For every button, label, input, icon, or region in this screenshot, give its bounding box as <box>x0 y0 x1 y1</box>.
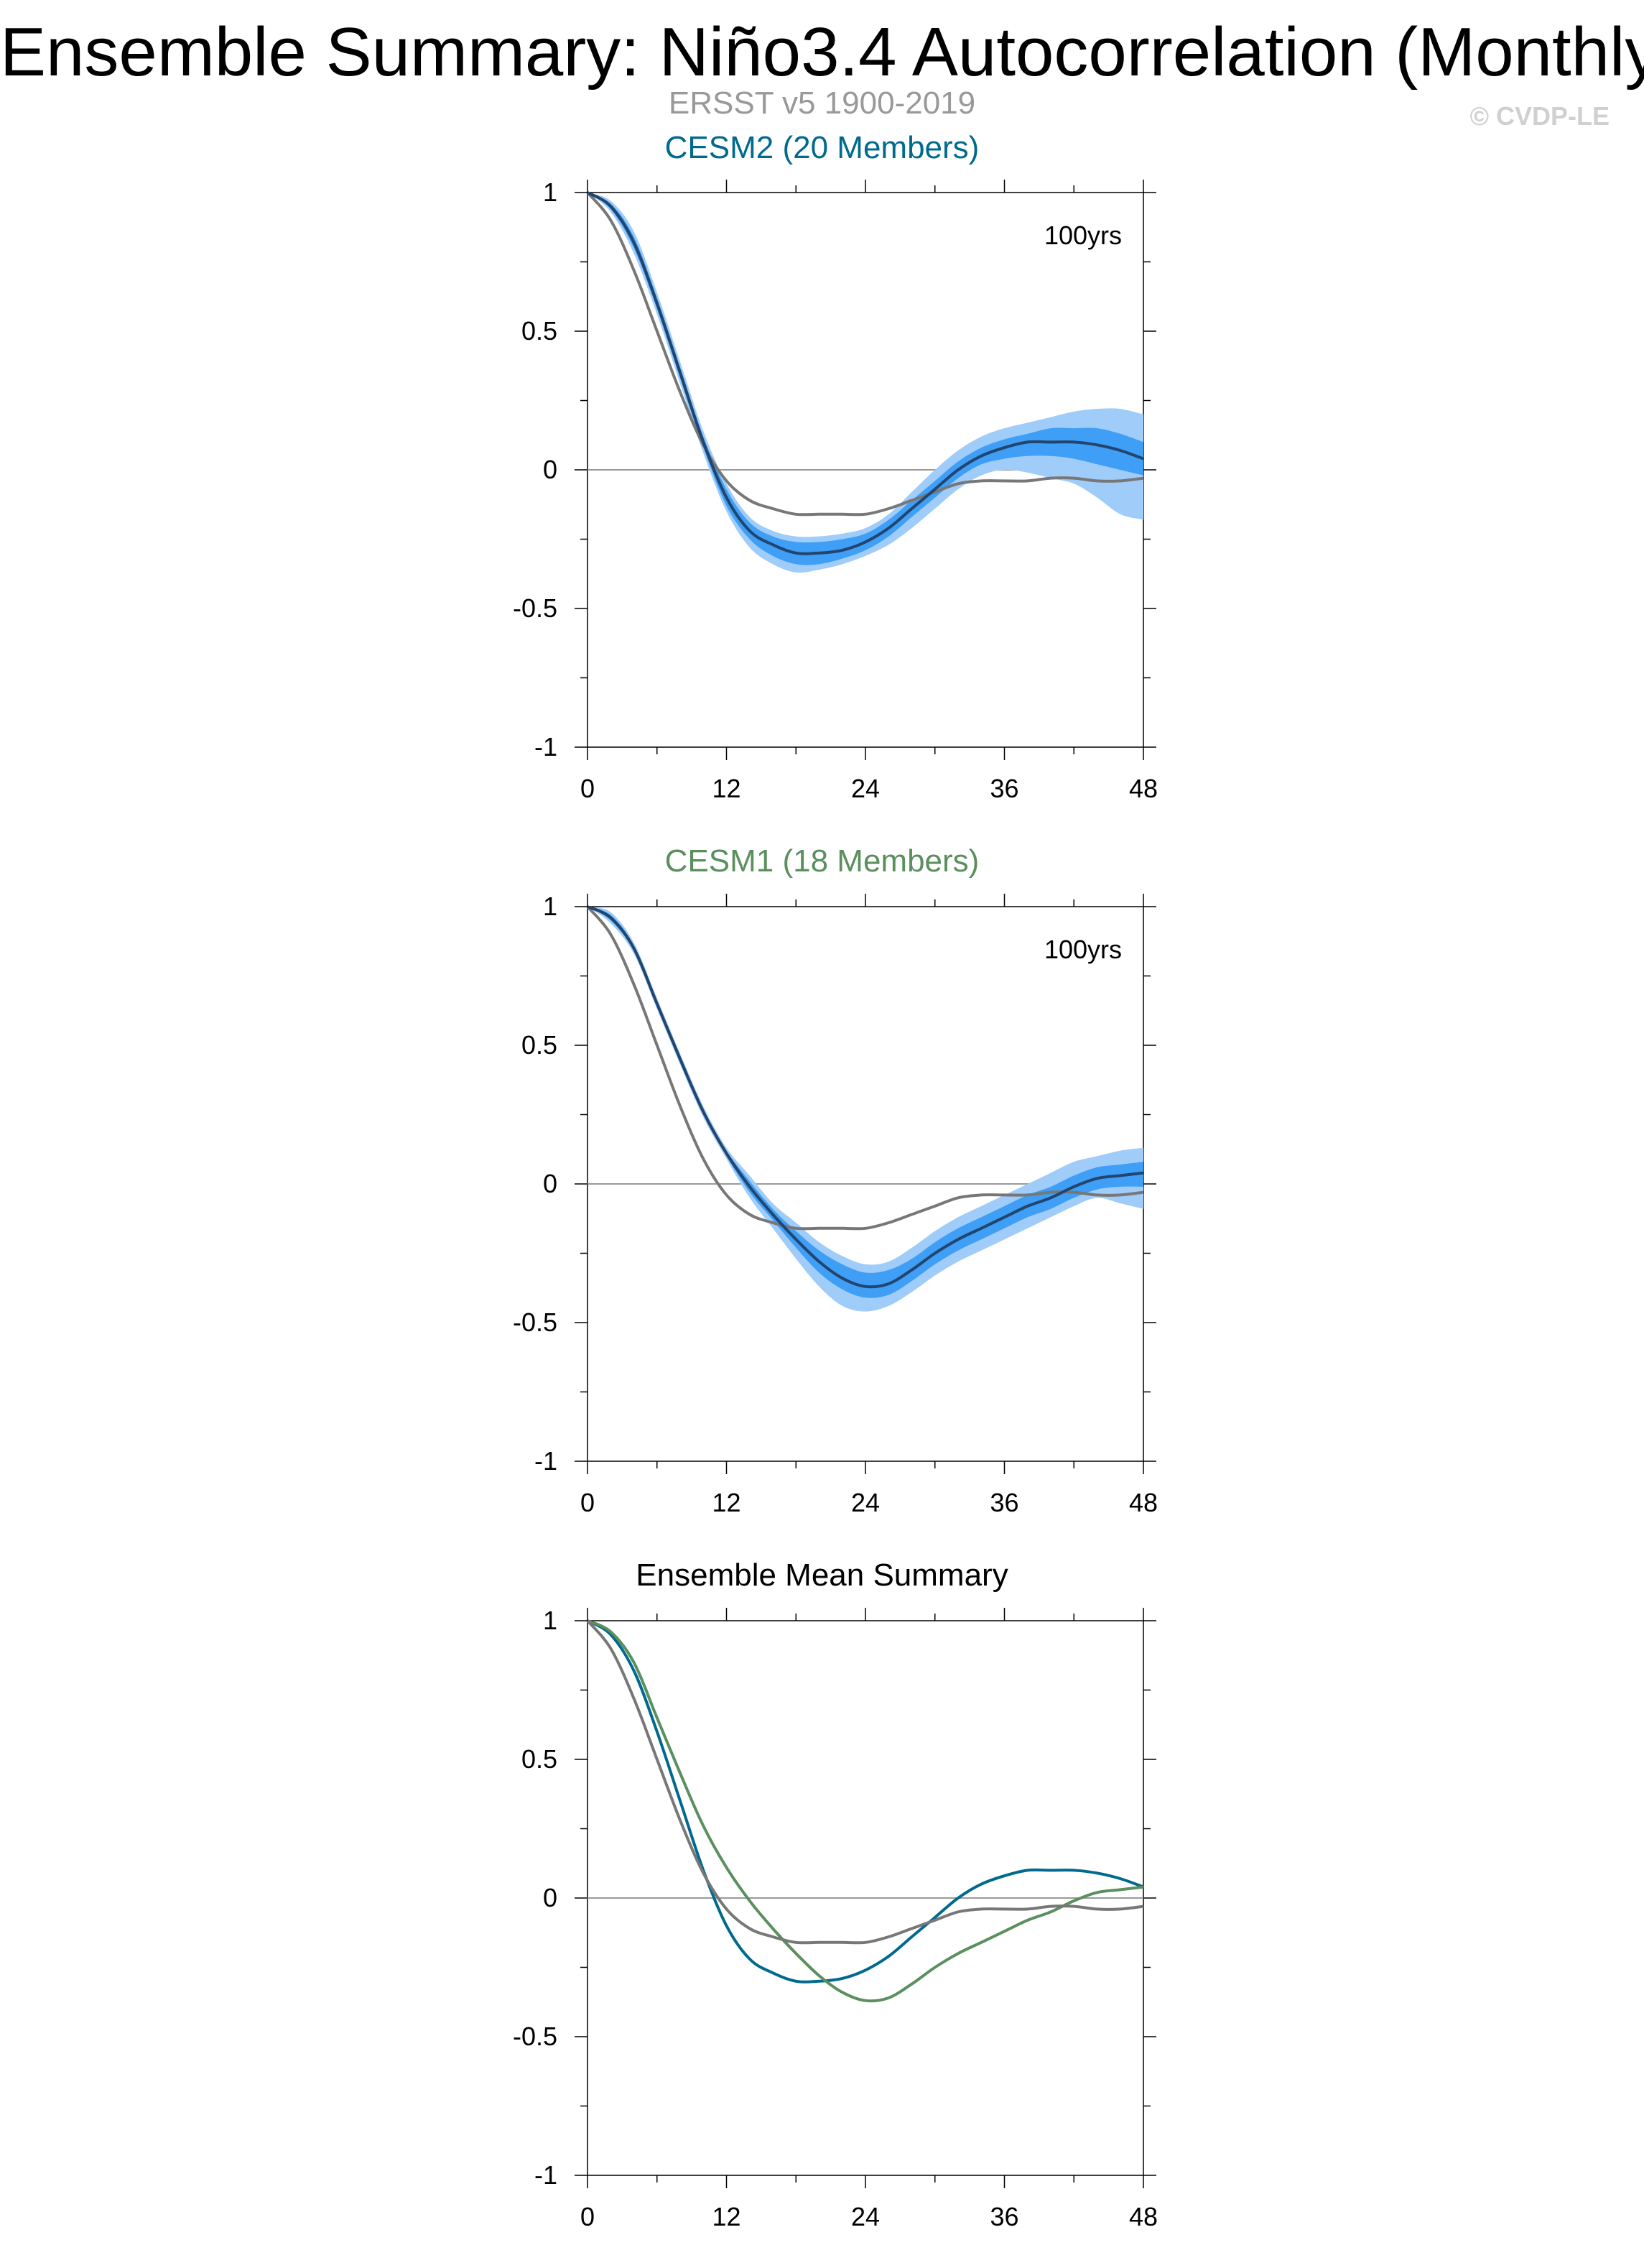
y-tick-label: -1 <box>534 1446 557 1476</box>
y-tick-label: 0 <box>543 1883 557 1912</box>
record-length-annotation: 100yrs <box>1044 935 1122 964</box>
x-tick-label: 36 <box>990 1488 1018 1517</box>
cesm2-line <box>586 1619 1144 1984</box>
x-tick-label: 48 <box>1129 1488 1158 1517</box>
x-tick-label: 48 <box>1129 2202 1158 2231</box>
y-tick-label: 0.5 <box>521 1744 557 1774</box>
x-tick-label: 36 <box>990 2202 1018 2231</box>
x-tick-label: 24 <box>851 1488 880 1517</box>
cesm1-line <box>587 1619 1144 2003</box>
y-tick-label: 0.5 <box>521 316 557 346</box>
x-tick-label: 12 <box>712 1488 740 1517</box>
x-tick-label: 12 <box>712 774 740 803</box>
y-tick-label: 1 <box>543 892 557 921</box>
plot-panel-0: 0 12 24 36 48 -1 -0.5 0 0.5 1 100yrs <box>513 177 1158 803</box>
y-tick-label: 1 <box>543 1606 557 1635</box>
y-tick-label: -0.5 <box>513 1307 557 1337</box>
plot-panel-1: 0 12 24 36 48 -1 -0.5 0 0.5 1 100yrs <box>513 892 1158 1517</box>
y-tick-label: 0 <box>543 1169 557 1198</box>
observations-line <box>586 1619 1144 1945</box>
band-inner <box>588 907 1143 1298</box>
ensemble-mean-line <box>587 905 1144 1289</box>
x-tick-label: 24 <box>851 774 880 803</box>
observations-line <box>586 905 1144 1231</box>
y-tick-label: -1 <box>534 732 557 762</box>
y-tick-label: 0 <box>543 455 557 484</box>
x-tick-label: 12 <box>712 2202 740 2231</box>
x-tick-label: 0 <box>580 2202 595 2231</box>
observations-line <box>586 191 1144 517</box>
band-outer <box>588 907 1143 1312</box>
y-tick-label: -0.5 <box>513 593 557 623</box>
ensemble-mean-line <box>586 191 1144 555</box>
copyright-notice: © CVDP-LE <box>1469 101 1610 131</box>
x-tick-label: 48 <box>1129 774 1158 803</box>
panel-title-ensemble-mean: Ensemble Mean Summary <box>636 1557 1008 1593</box>
plot-panel-2: 0 12 24 36 48 -1 -0.5 0 0.5 1 <box>513 1606 1158 2231</box>
x-tick-label: 36 <box>990 774 1018 803</box>
record-length-annotation: 100yrs <box>1044 221 1122 250</box>
panel-title-cesm1: CESM1 (18 Members) <box>664 843 980 879</box>
x-tick-label: 0 <box>580 774 595 803</box>
page-subtitle: ERSST v5 1900-2019 <box>668 85 976 121</box>
y-tick-label: 1 <box>543 177 557 207</box>
y-tick-label: -1 <box>534 2160 557 2190</box>
y-tick-label: -0.5 <box>513 2022 557 2051</box>
x-tick-label: 24 <box>851 2202 880 2231</box>
panel-title-cesm2: CESM2 (20 Members) <box>664 130 980 165</box>
x-tick-label: 0 <box>580 1488 595 1517</box>
page-title: Ensemble Summary: Niño3.4 Autocorrelatio… <box>0 14 1644 91</box>
y-tick-label: 0.5 <box>521 1030 557 1060</box>
